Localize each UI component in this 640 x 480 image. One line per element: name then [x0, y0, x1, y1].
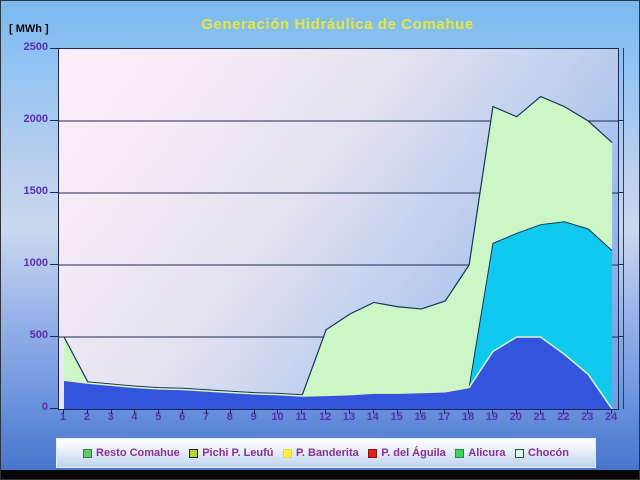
x-tick-label: 13	[342, 411, 356, 423]
y-tick-label: 500	[29, 329, 48, 341]
y-tick-mark	[50, 408, 58, 409]
x-tick-label: 14	[366, 411, 379, 423]
y-tick-mark-right	[618, 264, 624, 265]
x-tick-label: 7	[202, 411, 210, 423]
x-tick-mark	[277, 409, 279, 414]
x-tick-mark	[468, 409, 470, 414]
y-tick-mark	[50, 48, 58, 49]
x-tick-label: 2	[83, 411, 90, 423]
x-tick-label: 11	[295, 411, 308, 423]
x-tick-label: 8	[226, 411, 233, 423]
x-tick-mark	[205, 409, 207, 414]
legend-label: Pichi P. Leufú	[202, 447, 274, 459]
x-tick-label: 24	[604, 411, 618, 423]
x-tick-mark	[325, 409, 327, 414]
legend-swatch-icon	[455, 448, 465, 458]
y-tick-mark-right	[618, 192, 624, 193]
x-tick-label: 18	[461, 411, 475, 423]
x-tick-mark	[396, 409, 398, 414]
legend: Resto Comahue Pichi P. Leufú P. Banderita P…	[56, 438, 596, 468]
x-tick-label: 5	[155, 411, 162, 423]
legend-label: Chocón	[528, 447, 569, 459]
legend-label: Resto Comahue	[96, 447, 180, 459]
y-tick-mark-right	[618, 336, 624, 337]
y-tick-label: 2500	[23, 41, 48, 53]
x-tick-label: 9	[250, 411, 257, 423]
resto-boundary-line	[63, 336, 613, 409]
legend-label: Alicura	[468, 447, 506, 459]
y-tick-label: 0	[41, 401, 48, 413]
legend-label: P. Banderita	[295, 447, 359, 459]
x-tick-label: 6	[179, 411, 186, 423]
x-tick-mark	[491, 409, 493, 414]
x-tick-mark	[182, 409, 184, 414]
legend-swatch-icon	[282, 448, 292, 458]
x-tick-label: 4	[131, 411, 138, 423]
x-tick-label: 10	[271, 411, 284, 423]
plot-area	[58, 48, 619, 410]
x-tick-label: 3	[107, 411, 114, 423]
stacked-area-chart	[59, 95, 618, 409]
legend-item-choc-n: Chocón	[515, 447, 569, 459]
x-tick-mark	[134, 409, 136, 414]
x-tick-label: 21	[533, 411, 546, 423]
x-tick-label: 20	[509, 411, 522, 423]
x-tick-mark	[229, 409, 231, 414]
x-tick-mark	[253, 409, 255, 414]
chocon-boundary-line	[63, 95, 613, 396]
legend-item-alicura: Alicura	[455, 447, 506, 459]
legend-item-pichi-p-leuf-: Pichi P. Leufú	[189, 447, 274, 459]
x-tick-mark	[301, 409, 303, 414]
x-tick-mark	[563, 409, 565, 414]
y-tick-mark	[50, 192, 58, 193]
x-tick-label: 19	[485, 411, 499, 423]
x-tick-mark	[372, 409, 374, 414]
right-axis-line	[623, 48, 624, 409]
x-tick-label: 16	[414, 411, 427, 423]
legend-swatch-icon	[189, 448, 199, 458]
x-tick-label: 15	[390, 411, 403, 423]
x-tick-mark	[587, 409, 589, 414]
x-tick-label: 23	[581, 411, 594, 423]
bottom-bar	[1, 470, 639, 479]
y-tick-mark	[50, 336, 58, 337]
y-tick-label: 2000	[23, 113, 48, 125]
legend-item-p-banderita: P. Banderita	[282, 447, 359, 459]
y-tick-label: 1500	[23, 185, 48, 197]
legend-label: P. del Águila	[381, 447, 446, 459]
x-tick-mark	[539, 409, 541, 414]
x-tick-mark	[63, 409, 64, 414]
y-tick-mark-right	[618, 120, 624, 121]
y-axis-unit-label: [ MWh ]	[9, 23, 49, 35]
x-tick-mark	[444, 409, 446, 414]
legend-swatch-icon	[83, 448, 92, 458]
x-tick-mark	[420, 409, 422, 414]
x-tick-mark	[348, 409, 350, 414]
x-tick-mark	[158, 409, 160, 414]
x-tick-mark	[611, 409, 613, 414]
area-choc-n	[64, 96, 613, 397]
legend-item-resto-comahue: Resto Comahue	[83, 447, 180, 459]
y-tick-label: 1000	[23, 257, 48, 269]
legend-swatch-icon	[368, 448, 378, 458]
x-tick-mark	[86, 409, 88, 414]
x-tick-label: 17	[438, 411, 451, 423]
x-tick-label: 1	[59, 411, 67, 423]
x-tick-label: 12	[319, 411, 332, 423]
y-tick-mark	[50, 120, 58, 121]
chart-title: Generación Hidráulica de Comahue	[201, 16, 474, 33]
legend-item-p-del-guila: P. del Águila	[368, 447, 446, 459]
area-alicura	[64, 221, 613, 409]
x-tick-mark	[110, 409, 112, 414]
x-tick-label: 22	[557, 411, 570, 423]
x-tick-mark	[515, 409, 517, 414]
legend-swatch-icon	[515, 448, 524, 458]
y-tick-mark	[50, 264, 58, 265]
